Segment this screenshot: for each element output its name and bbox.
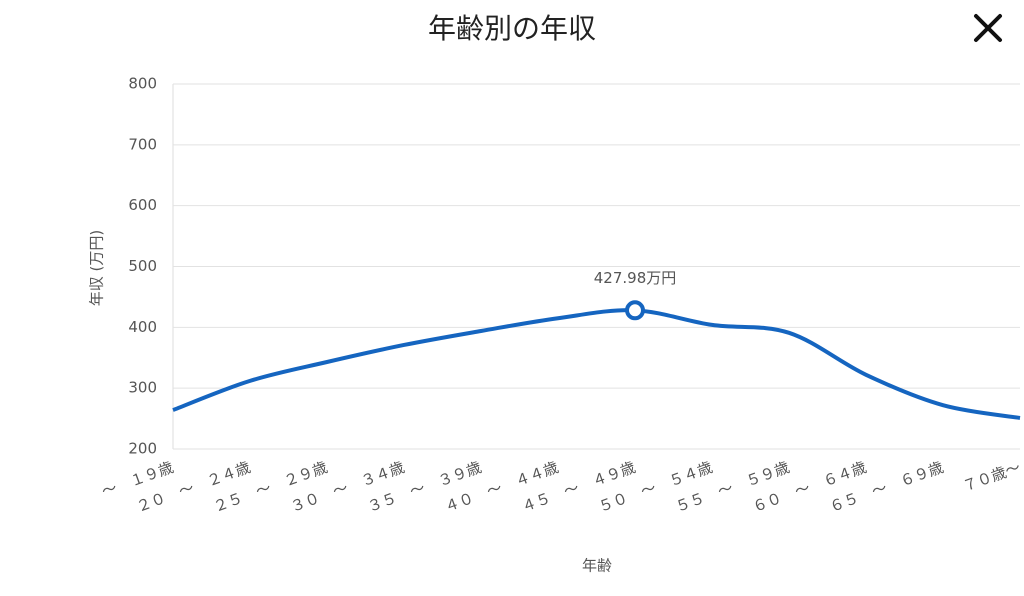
y-tick-label: 200 (128, 440, 157, 458)
close-icon (974, 14, 1002, 42)
y-tick-label: 700 (128, 135, 157, 153)
y-tick-label: 600 (128, 196, 157, 214)
data-label: 427.98万円 (594, 269, 677, 287)
line (172, 308, 1021, 420)
x-axis-title: 年齢 (582, 557, 612, 575)
y-tick-label: 800 (128, 75, 157, 93)
close-button[interactable] (966, 10, 1010, 50)
point-marker (625, 300, 645, 321)
y-tick-label: 400 (128, 318, 157, 336)
chart-title: 年齢別の年収 (428, 12, 596, 45)
y-axis-title: 年収 (万円) (88, 230, 106, 306)
y-tick-label: 500 (128, 257, 157, 275)
y-tick-label: 300 (128, 379, 157, 397)
